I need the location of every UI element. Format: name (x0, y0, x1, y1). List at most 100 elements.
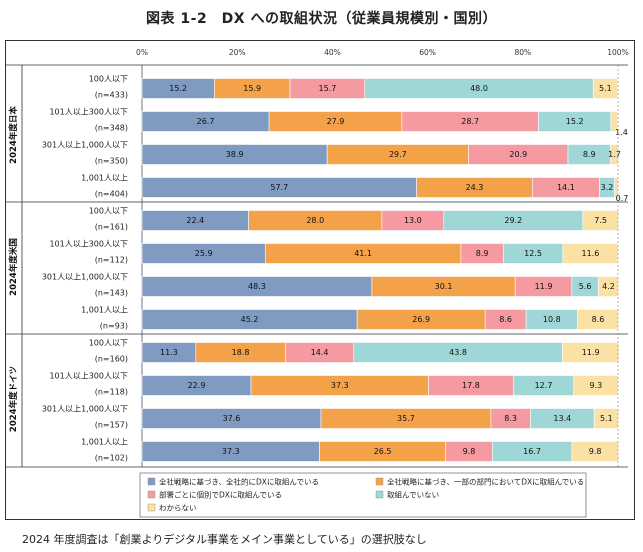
bar-segment (610, 111, 618, 132)
legend-swatch (147, 503, 156, 512)
data-label: 37.3 (331, 381, 349, 390)
x-tick-label: 20% (229, 48, 246, 57)
page-title: 図表 1-2 DX への取組状況（従業員規模別・国別） (146, 11, 497, 27)
data-label: 16.7 (523, 447, 541, 456)
data-label: 15.9 (243, 84, 261, 93)
data-label: 5.1 (600, 414, 613, 423)
legend-label: 取組んでいない (387, 490, 439, 500)
row-label: 101人以上300人以下 (49, 372, 128, 381)
data-label: 9.3 (589, 381, 602, 390)
x-tick-label: 0% (136, 48, 148, 57)
group-label: 2024年度米国 (8, 238, 19, 296)
row-label: 1,001人以上 (81, 174, 128, 183)
legend-label: わからない (159, 504, 197, 513)
data-label: 17.8 (462, 381, 480, 390)
data-label: 11.9 (535, 282, 553, 291)
bar-segment (598, 276, 619, 297)
data-label: 14.4 (311, 348, 329, 357)
data-label: 35.7 (397, 414, 415, 423)
data-label: 24.3 (466, 183, 484, 192)
data-label: 4.2 (602, 282, 615, 291)
row-label: 1,001人以上 (81, 306, 128, 315)
bar-segment (614, 177, 619, 198)
data-label: 28.0 (306, 216, 324, 225)
group-label: 2024年度日本 (8, 106, 19, 164)
data-label: 26.7 (197, 117, 215, 126)
data-label: 43.8 (449, 348, 467, 357)
data-label: 8.3 (504, 414, 517, 423)
bar-segment (610, 144, 619, 165)
row-n-label: (n=93) (100, 322, 128, 331)
data-label: 18.8 (232, 348, 250, 357)
row-label: 301人以上1,000人以下 (42, 405, 128, 414)
data-label: 14.1 (557, 183, 575, 192)
data-label: 0.7 (616, 194, 629, 203)
data-label: 8.6 (499, 315, 512, 324)
legend-label: 全社戦略に基づき、全社的にDXに取組んでいる (159, 477, 319, 487)
data-label: 37.6 (223, 414, 241, 423)
bar-segment (593, 408, 619, 429)
data-label: 15.2 (566, 117, 584, 126)
row-n-label: (n=102) (95, 454, 128, 463)
data-label: 26.9 (412, 315, 430, 324)
data-label: 29.2 (504, 216, 522, 225)
data-label: 28.7 (461, 117, 479, 126)
group-label: 2024年度ドイツ (8, 366, 19, 432)
data-label: 15.7 (318, 84, 336, 93)
data-label: 57.7 (270, 183, 288, 192)
row-label: 301人以上1,000人以下 (42, 273, 128, 282)
bar-segment (571, 441, 619, 462)
legend-swatch (375, 490, 384, 499)
data-label: 12.7 (535, 381, 553, 390)
chart-frame: 0% 20% 40% 60% 80% 100% 2024年度日本 100人以下 (n=433) 1… (5, 40, 635, 520)
row-label: 1,001人以上 (81, 438, 128, 447)
data-label: 48.3 (248, 282, 266, 291)
legend-swatch (375, 477, 384, 486)
legend-box (139, 472, 587, 518)
row-n-label: (n=157) (95, 421, 128, 430)
data-label: 11.3 (160, 348, 178, 357)
data-label: 26.5 (374, 447, 392, 456)
data-label: 29.7 (389, 150, 407, 159)
row-label: 301人以上1,000人以下 (42, 141, 128, 150)
row-n-label: (n=160) (95, 355, 128, 364)
x-tick-label: 80% (514, 48, 531, 57)
row-label: 100人以下 (89, 339, 128, 348)
data-label: 11.9 (582, 348, 600, 357)
data-label: 37.3 (222, 447, 240, 456)
data-label: 27.9 (327, 117, 345, 126)
bar-segment (582, 210, 619, 231)
data-label: 10.8 (543, 315, 561, 324)
row-label: 100人以下 (89, 207, 128, 216)
row-n-label: (n=404) (95, 190, 128, 199)
row-label: 100人以下 (89, 75, 128, 84)
row-n-label: (n=112) (95, 256, 128, 265)
data-label: 9.8 (589, 447, 602, 456)
footnote: 2024 年度調査は「創業よりデジタル事業をメイン事業としている」の選択肢なし (22, 533, 427, 546)
data-label: 8.9 (476, 249, 489, 258)
legend-swatch (147, 490, 156, 499)
data-label: 9.8 (463, 447, 476, 456)
legend-swatch (147, 477, 156, 486)
data-label: 15.2 (169, 84, 187, 93)
data-label: 11.6 (581, 249, 599, 258)
bar-segment (577, 309, 619, 330)
data-label: 8.9 (583, 150, 596, 159)
data-label: 13.0 (404, 216, 422, 225)
data-label: 5.1 (599, 84, 612, 93)
legend-label: 全社戦略に基づき、一部の部門においてDXに取組んでいる (387, 477, 584, 487)
data-label: 8.6 (592, 315, 605, 324)
row-n-label: (n=348) (95, 124, 128, 133)
data-label: 30.1 (435, 282, 453, 291)
data-label: 5.6 (579, 282, 592, 291)
data-label: 7.5 (594, 216, 607, 225)
data-label: 25.9 (195, 249, 213, 258)
data-label: 41.1 (354, 249, 372, 258)
row-n-label: (n=161) (95, 223, 128, 232)
data-label: 22.4 (186, 216, 204, 225)
row-n-label: (n=143) (95, 289, 128, 298)
data-label: 38.9 (226, 150, 244, 159)
data-label: 45.2 (241, 315, 259, 324)
stacked-bar-chart: 0% 20% 40% 60% 80% 100% 2024年度日本 100人以下 (n=433) 1… (6, 48, 629, 518)
data-label: 3.2 (601, 183, 614, 192)
